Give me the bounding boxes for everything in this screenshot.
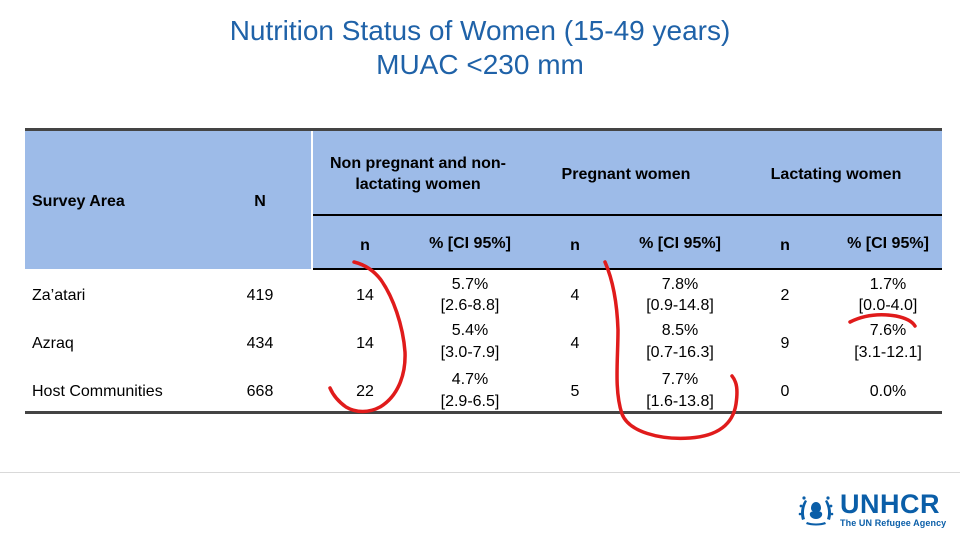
logo-tagline: The UN Refugee Agency — [840, 518, 947, 528]
row-3-g1-n: 22 — [356, 382, 374, 400]
row-2-area: Azraq — [32, 334, 74, 352]
header-group-lactating: Lactating women — [770, 165, 902, 183]
table-header-bg — [25, 131, 942, 269]
subheader-n-group2: n — [570, 236, 580, 254]
row-3-g1-pct: 4.7% — [451, 371, 489, 388]
subheader-pct-group2: % [CI 95%] — [639, 234, 721, 252]
row-2-g1-n: 14 — [356, 334, 374, 352]
row-1-g3-n: 2 — [780, 286, 790, 304]
row-2-N: 434 — [246, 334, 274, 352]
logo-name: UNHCR — [840, 489, 940, 519]
header-group-non-pregnant: Non pregnant and non-lactating women — [330, 155, 506, 193]
row-2-g1-pct: 5.4% — [451, 322, 489, 339]
row-1-g2-n: 4 — [570, 286, 580, 304]
row-2-g2-ci: [0.7-16.3] — [646, 344, 714, 361]
header-survey-area: Survey Area — [32, 192, 125, 210]
row-1-g1-pct: 5.7% — [451, 276, 489, 293]
title-line-1: Nutrition Status of Women (15-49 years) — [229, 15, 731, 46]
unhcr-logo: UNHCR The UN Refugee Agency — [840, 490, 946, 529]
table-bottom-rule — [25, 411, 942, 414]
row-3-g2-ci: [1.6-13.8] — [646, 393, 714, 410]
row-3-g3-pct: 0.0% — [869, 382, 907, 400]
unhcr-emblem-icon — [798, 496, 834, 526]
subheader-pct-group3: % [CI 95%] — [847, 234, 929, 252]
row-1-g3-ci: [0.0-4.0] — [858, 297, 918, 314]
header-bottom-rule — [313, 268, 942, 270]
row-1-area: Za’atari — [32, 286, 86, 304]
row-2-g1-ci: [3.0-7.9] — [440, 344, 500, 361]
row-1-g1-n: 14 — [356, 286, 374, 304]
row-1-g1-ci: [2.6-8.8] — [440, 297, 500, 314]
row-1-g2-pct: 7.8% — [661, 276, 699, 293]
row-3-g2-n: 5 — [570, 382, 580, 400]
header-group-pregnant: Pregnant women — [561, 165, 691, 183]
row-1-N: 419 — [246, 286, 274, 304]
row-1-g2-ci: [0.9-14.8] — [646, 297, 714, 314]
row-3-area: Host Communities — [32, 382, 163, 400]
table-top-rule — [25, 128, 942, 131]
row-3-g1-ci: [2.9-6.5] — [440, 393, 500, 410]
row-2-g2-pct: 8.5% — [661, 322, 699, 339]
row-3-g2-pct: 7.7% — [661, 371, 699, 388]
subheader-pct-group1: % [CI 95%] — [429, 234, 511, 252]
row-3-g3-n: 0 — [780, 382, 790, 400]
row-2-g3-pct: 7.6% — [869, 322, 907, 339]
row-3-N: 668 — [246, 382, 274, 400]
row-2-g3-n: 9 — [780, 334, 790, 352]
subheader-n-group3: n — [780, 236, 790, 254]
header-n-total: N — [254, 192, 266, 210]
row-1-g3-pct: 1.7% — [869, 276, 907, 293]
subheader-rule — [313, 214, 942, 216]
header-divider — [311, 131, 313, 269]
footer-divider — [0, 472, 960, 473]
title-line-2: MUAC <230 mm — [376, 49, 584, 80]
page-title: Nutrition Status of Women (15-49 years) … — [0, 14, 960, 82]
row-2-g3-ci: [3.1-12.1] — [854, 344, 922, 361]
row-2-g2-n: 4 — [570, 334, 580, 352]
subheader-n-group1: n — [360, 236, 370, 254]
